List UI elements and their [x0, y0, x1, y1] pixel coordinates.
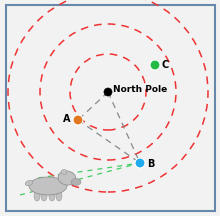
Ellipse shape — [34, 191, 40, 201]
Ellipse shape — [29, 177, 67, 195]
Circle shape — [73, 115, 83, 125]
Ellipse shape — [71, 178, 81, 186]
Text: B: B — [147, 159, 154, 169]
Text: C: C — [162, 60, 169, 70]
Circle shape — [104, 88, 112, 96]
Ellipse shape — [61, 170, 67, 175]
Circle shape — [150, 60, 160, 70]
Circle shape — [135, 158, 145, 168]
Text: North Pole: North Pole — [113, 86, 167, 95]
Ellipse shape — [25, 180, 33, 186]
Ellipse shape — [49, 191, 55, 201]
Bar — [6, 5, 214, 211]
Ellipse shape — [41, 191, 47, 201]
Ellipse shape — [56, 191, 62, 201]
Ellipse shape — [58, 171, 76, 185]
Text: A: A — [62, 114, 70, 124]
